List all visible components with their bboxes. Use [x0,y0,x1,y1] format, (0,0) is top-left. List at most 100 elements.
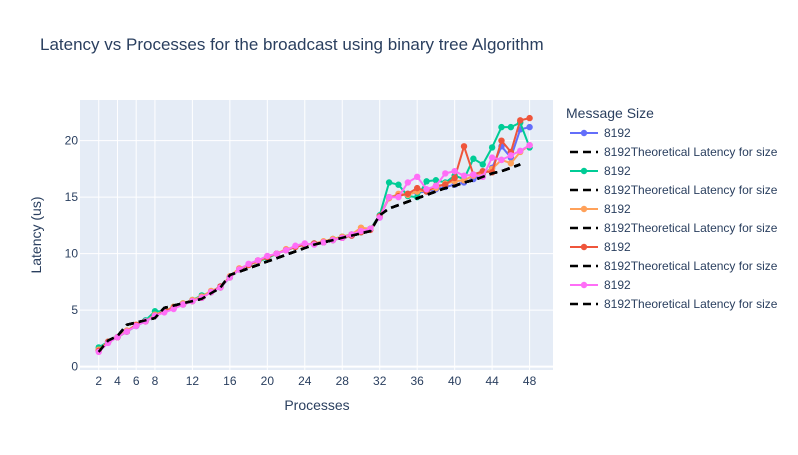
data-point [526,114,533,122]
legend-item-2[interactable]: 8192Theoretical Latency for size [570,145,778,159]
data-point [282,247,290,254]
y-axis-label: Latency (us) [28,196,44,273]
x-tick-label: 16 [223,374,237,388]
legend-label: 8192Theoretical Latency for size [604,145,778,159]
legend-swatch-marker [580,281,588,289]
legend-label: 8192Theoretical Latency for size [604,221,778,235]
legend-item-6[interactable]: 8192Theoretical Latency for size [570,221,778,235]
legend-item-10[interactable]: 8192Theoretical Latency for size [570,297,778,311]
x-tick-label: 12 [186,374,200,388]
legend-item-3[interactable]: 8192 [570,164,631,178]
plot-area [80,100,553,370]
legend-swatch-marker [580,129,588,137]
data-point [423,178,430,185]
x-tick-label: 32 [373,374,387,388]
data-point [301,240,308,247]
x-tick-label: 48 [523,374,537,388]
legend-item-1[interactable]: 8192 [570,126,631,140]
data-point [442,170,449,177]
data-point [357,227,365,235]
grid-lines [80,100,553,370]
data-point [451,167,458,175]
data-point [498,156,505,164]
data-point [526,141,533,149]
legend-label: 8192Theoretical Latency for size [604,183,778,197]
legend-label: 8192 [604,240,631,254]
data-point [413,173,421,181]
x-tick-label: 36 [411,374,425,388]
data-point [488,154,496,161]
data-point [385,179,393,186]
data-point [273,250,280,257]
x-tick-label: 8 [152,374,159,388]
data-point [498,123,505,131]
x-tick-labels: 2 4 6 8 12 16 20 24 28 32 36 40 44 48 [95,374,536,388]
data-point [395,181,402,188]
data-point [470,171,477,178]
y-tick-label: 20 [65,134,79,148]
data-point [432,182,440,190]
data-point [385,193,393,201]
legend-label: 8192 [604,202,631,216]
y-tick-label: 15 [65,190,79,204]
x-axis-label: Processes [284,397,349,413]
legend-label: 8192 [604,126,631,140]
data-point [423,186,430,193]
data-point [507,152,515,159]
data-point [507,160,515,167]
data-point [507,123,515,131]
data-point [264,252,271,260]
x-tick-label: 40 [448,374,462,388]
legend-swatch-marker [580,205,588,213]
chart-title: Latency vs Processes for the broadcast u… [40,35,544,54]
data-point [517,117,524,124]
data-point [470,155,477,162]
x-tick-label: 4 [114,374,121,388]
legend-item-4[interactable]: 8192Theoretical Latency for size [570,183,778,197]
data-point [376,214,383,221]
legend-swatch-marker [580,243,588,251]
legend-label: 8192 [604,278,631,292]
data-point [517,147,524,155]
data-point [451,174,458,182]
data-point [488,144,496,151]
data-point [292,242,299,249]
legend-label: 8192 [604,164,631,178]
data-point [479,161,486,168]
x-tick-label: 28 [336,374,350,388]
x-tick-label: 6 [133,374,140,388]
data-point [498,137,505,144]
data-point [404,179,412,186]
x-tick-label: 20 [261,374,275,388]
legend-title: Message Size [566,105,654,121]
x-tick-label: 44 [485,374,499,388]
data-point [460,143,468,150]
data-point [413,184,421,192]
data-point [320,239,327,246]
data-point [404,190,412,197]
data-point [526,123,533,131]
data-point [432,177,440,184]
y-tick-labels: 0 5 10 15 20 [65,134,79,374]
data-point [395,193,402,201]
series-layer [95,114,533,356]
data-point [245,260,252,268]
legend-item-5[interactable]: 8192 [570,202,631,216]
data-point [170,305,177,313]
legend[interactable]: 8192 8192Theoretical Latency for size 8192… [570,126,778,311]
x-tick-label: 2 [95,374,102,388]
y-tick-label: 10 [65,247,79,261]
x-tick-label: 24 [298,374,312,388]
y-tick-label: 5 [71,303,78,317]
data-point [179,301,187,308]
legend-item-9[interactable]: 8192 [570,278,631,292]
data-point [254,257,262,264]
legend-item-7[interactable]: 8192 [570,240,631,254]
data-point [460,172,468,179]
legend-item-8[interactable]: 8192Theoretical Latency for size [570,259,778,273]
data-point [123,328,131,335]
data-point [442,181,449,188]
y-tick-label: 0 [71,360,78,374]
